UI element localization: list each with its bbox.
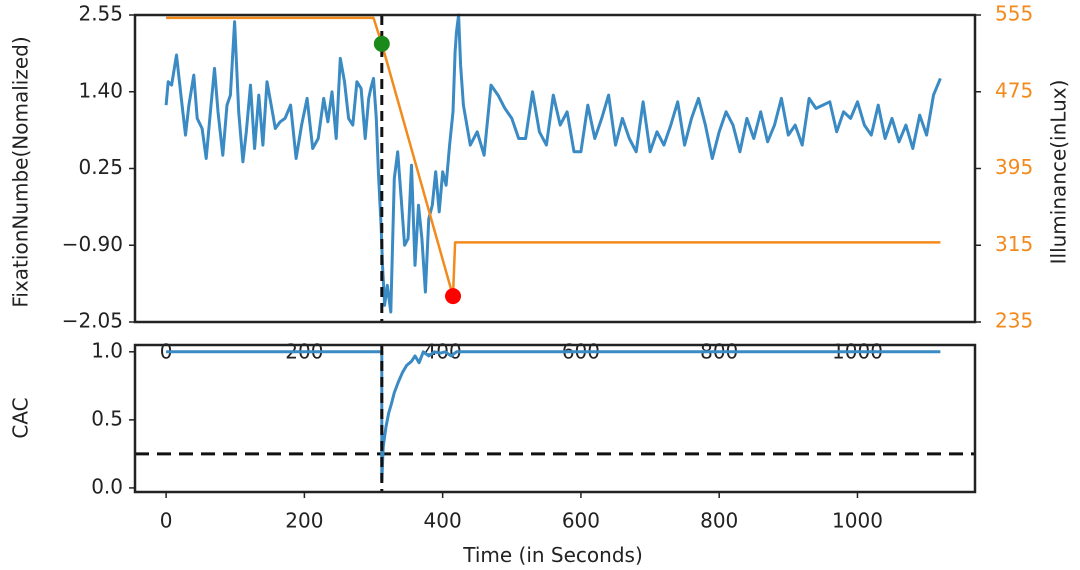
y2-tick-label: 315 [995, 232, 1033, 256]
y2-tick-label: 235 [995, 309, 1033, 333]
x-tick-label: 200 [285, 509, 323, 533]
bottom-plot-frame [133, 343, 977, 494]
y-tick-label: 2.55 [78, 2, 123, 26]
fixation-series-line [164, 13, 942, 314]
top-plot-frame [133, 13, 977, 324]
illuminance-series-line [166, 16, 941, 298]
cac-y-tick-label: 0.5 [91, 406, 123, 430]
y2-tick-label: 395 [995, 155, 1033, 179]
end-marker [445, 288, 462, 305]
start-marker [373, 35, 390, 52]
y-tick-label: −2.05 [62, 309, 123, 333]
x-tick-label: 400 [424, 509, 462, 533]
y2-tick-label: 555 [995, 2, 1033, 26]
y2-tick-label: 475 [995, 78, 1033, 102]
top-y-axis-label: FixationNumbe(Nomalized) [9, 36, 33, 307]
y-tick-label: −0.90 [62, 232, 123, 256]
y-tick-label: 1.40 [78, 78, 123, 102]
x-tick-label: 800 [700, 509, 738, 533]
cac-y-tick-label: 1.0 [91, 338, 123, 362]
bottom-y-axis-label: CAC [9, 397, 33, 438]
bottom-panel: 1.0 0.5 0.0 0 200 400 600 800 1000 [91, 338, 977, 533]
cac-y-tick-label: 0.0 [91, 474, 123, 498]
x-tick-label: 1000 [832, 509, 883, 533]
top-y2-axis-label: Illuminance(inLux) [1047, 80, 1071, 265]
y-tick-label: 0.25 [78, 155, 123, 179]
cac-series-line [166, 350, 941, 483]
x-axis-label: Time (in Seconds) [462, 543, 643, 567]
x-tick-label: 0 [160, 509, 173, 533]
x-tick-label: 600 [562, 509, 600, 533]
